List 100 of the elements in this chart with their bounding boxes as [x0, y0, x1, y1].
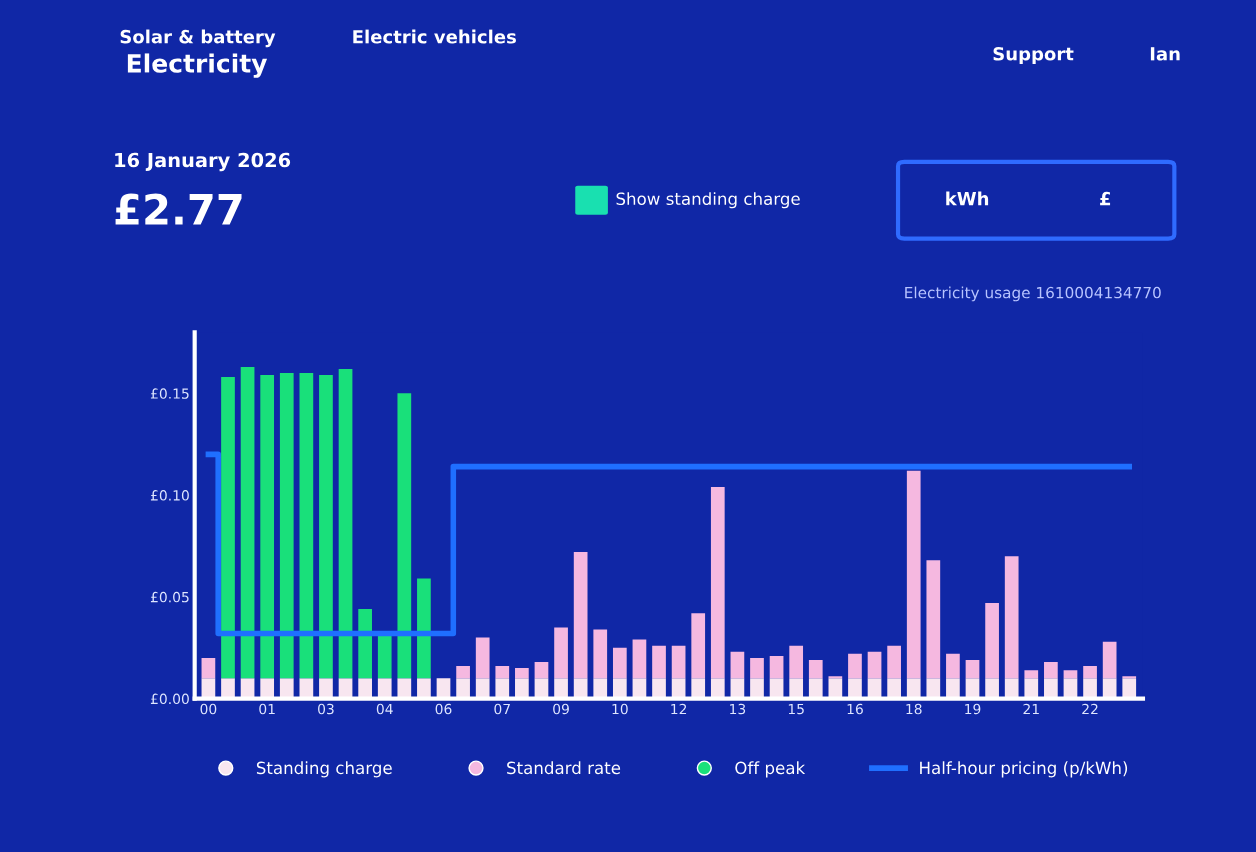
- bar: [593, 629, 608, 679]
- bar: [926, 560, 941, 679]
- bar: [828, 678, 843, 699]
- x-tick-label: 18: [906, 703, 922, 715]
- x-tick-label: 12: [671, 703, 687, 715]
- x-tick-label: 13: [730, 703, 746, 715]
- bar: [456, 666, 470, 679]
- bar: [377, 633, 392, 679]
- bar: [652, 645, 666, 679]
- bar: [240, 366, 255, 679]
- bar: [319, 375, 333, 679]
- text: kWh: [946, 191, 989, 206]
- x-tick-label: 22: [1082, 703, 1098, 715]
- bar: [710, 486, 725, 679]
- bar: [299, 372, 314, 679]
- bar: [495, 666, 510, 679]
- text: Support: [993, 46, 1074, 65]
- bar: [1102, 678, 1117, 699]
- text: Show standing charge: [616, 192, 800, 209]
- bar: [710, 678, 725, 699]
- chart-title: Electricity: [127, 53, 268, 78]
- bar: [808, 678, 823, 699]
- bar: [554, 627, 568, 679]
- text: Electric vehicles: [353, 29, 516, 44]
- x-tick-label: 07: [494, 703, 510, 715]
- bar: [1024, 670, 1039, 679]
- text: Ian: [1150, 47, 1180, 61]
- x-tick-label: 15: [788, 703, 804, 715]
- bar: [515, 668, 529, 679]
- x-tick-label: 04: [376, 703, 393, 715]
- bar: [887, 678, 901, 699]
- bar: [691, 678, 706, 699]
- bar: [397, 393, 412, 679]
- x-tick-label: 06: [435, 703, 452, 715]
- legend-label: Half-hour pricing (p/kWh): [920, 761, 1128, 778]
- bar: [279, 678, 294, 699]
- bar: [867, 651, 882, 679]
- x-tick-label: 03: [318, 703, 334, 715]
- bar: [554, 678, 568, 699]
- bar: [946, 678, 960, 699]
- bar: [789, 678, 804, 699]
- text: Solar & battery: [120, 29, 276, 48]
- legend-label: Standing charge: [256, 761, 392, 778]
- bar: [1004, 556, 1019, 679]
- bar: [515, 678, 529, 699]
- bar: [1083, 678, 1097, 699]
- bar: [201, 657, 216, 679]
- bar: [260, 375, 275, 679]
- bar: [475, 678, 490, 699]
- x-tick-label: 19: [965, 703, 981, 715]
- bar: [730, 651, 745, 679]
- x-tick-label: 16: [847, 703, 863, 715]
- text: £2.77: [115, 193, 242, 225]
- bar: [789, 645, 804, 679]
- bar: [906, 470, 921, 679]
- x-tick-label: 10: [612, 703, 628, 715]
- x-tick-label: 00: [200, 703, 217, 715]
- bar: [573, 678, 588, 699]
- bar: [593, 678, 608, 699]
- bar: [260, 678, 275, 699]
- bar: [612, 647, 627, 679]
- text: 16 January 2026: [115, 152, 291, 172]
- bar: [906, 678, 921, 699]
- bar: [848, 678, 862, 699]
- bar: [417, 578, 431, 679]
- bar: [397, 678, 412, 699]
- bar: [985, 602, 999, 679]
- x-tick-label: 01: [259, 703, 275, 715]
- bar: [985, 678, 999, 699]
- y-tick-label: £0.15: [150, 388, 189, 399]
- bar: [1063, 670, 1078, 679]
- text: Electricity usage 1610004134770: [905, 286, 1161, 302]
- bar: [769, 655, 784, 679]
- bar: [946, 653, 960, 679]
- bar: [417, 678, 431, 699]
- bar: [221, 377, 235, 679]
- bar: [887, 645, 901, 679]
- bar: [1044, 678, 1058, 699]
- bar: [750, 678, 764, 699]
- bar: [632, 639, 647, 679]
- bar: [691, 613, 706, 679]
- bar: [671, 645, 686, 679]
- bar: [358, 609, 372, 679]
- bar: [319, 678, 333, 699]
- bar: [279, 372, 294, 679]
- legend-label: Standard rate: [507, 761, 621, 775]
- bar: [926, 678, 941, 699]
- bar: [475, 637, 490, 679]
- bar: [828, 676, 843, 679]
- bar: [965, 659, 980, 679]
- bar: [848, 653, 862, 679]
- y-tick-label: £0.10: [150, 490, 189, 501]
- bar: [1024, 678, 1039, 699]
- bar: [1122, 676, 1137, 679]
- bar: [612, 678, 627, 699]
- bar: [750, 657, 764, 679]
- x-tick-label: 09: [553, 703, 569, 715]
- bar: [1004, 678, 1019, 699]
- bar: [456, 678, 470, 699]
- y-tick-label: £0.05: [150, 591, 189, 603]
